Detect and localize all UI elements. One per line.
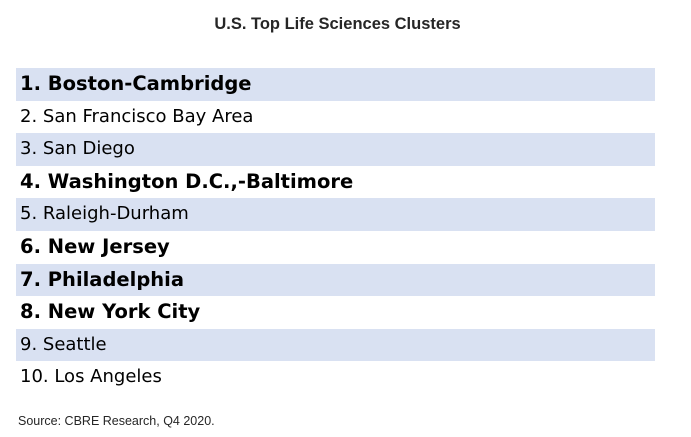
list-item: 1. Boston-Cambridge	[16, 68, 655, 101]
list-item: 2. San Francisco Bay Area	[20, 105, 254, 127]
list-item: 3. San Diego	[16, 133, 655, 166]
page-title: U.S. Top Life Sciences Clusters	[214, 15, 461, 33]
list-item: 4. Washington D.C.,-Baltimore	[20, 169, 354, 193]
source-note: Source: CBRE Research, Q4 2020.	[18, 414, 215, 428]
list-item: 7. Philadelphia	[16, 263, 655, 297]
list-item: 10. Los Angeles	[20, 366, 162, 388]
cluster-list: 1. Boston-Cambridge 2. San Francisco Bay…	[16, 68, 655, 394]
list-item: 5. Raleigh-Durham	[16, 198, 655, 231]
list-item: 9. Seattle	[16, 328, 655, 362]
list-item: 6. New Jersey	[20, 234, 170, 258]
list-item: 8. New York City	[20, 300, 201, 324]
